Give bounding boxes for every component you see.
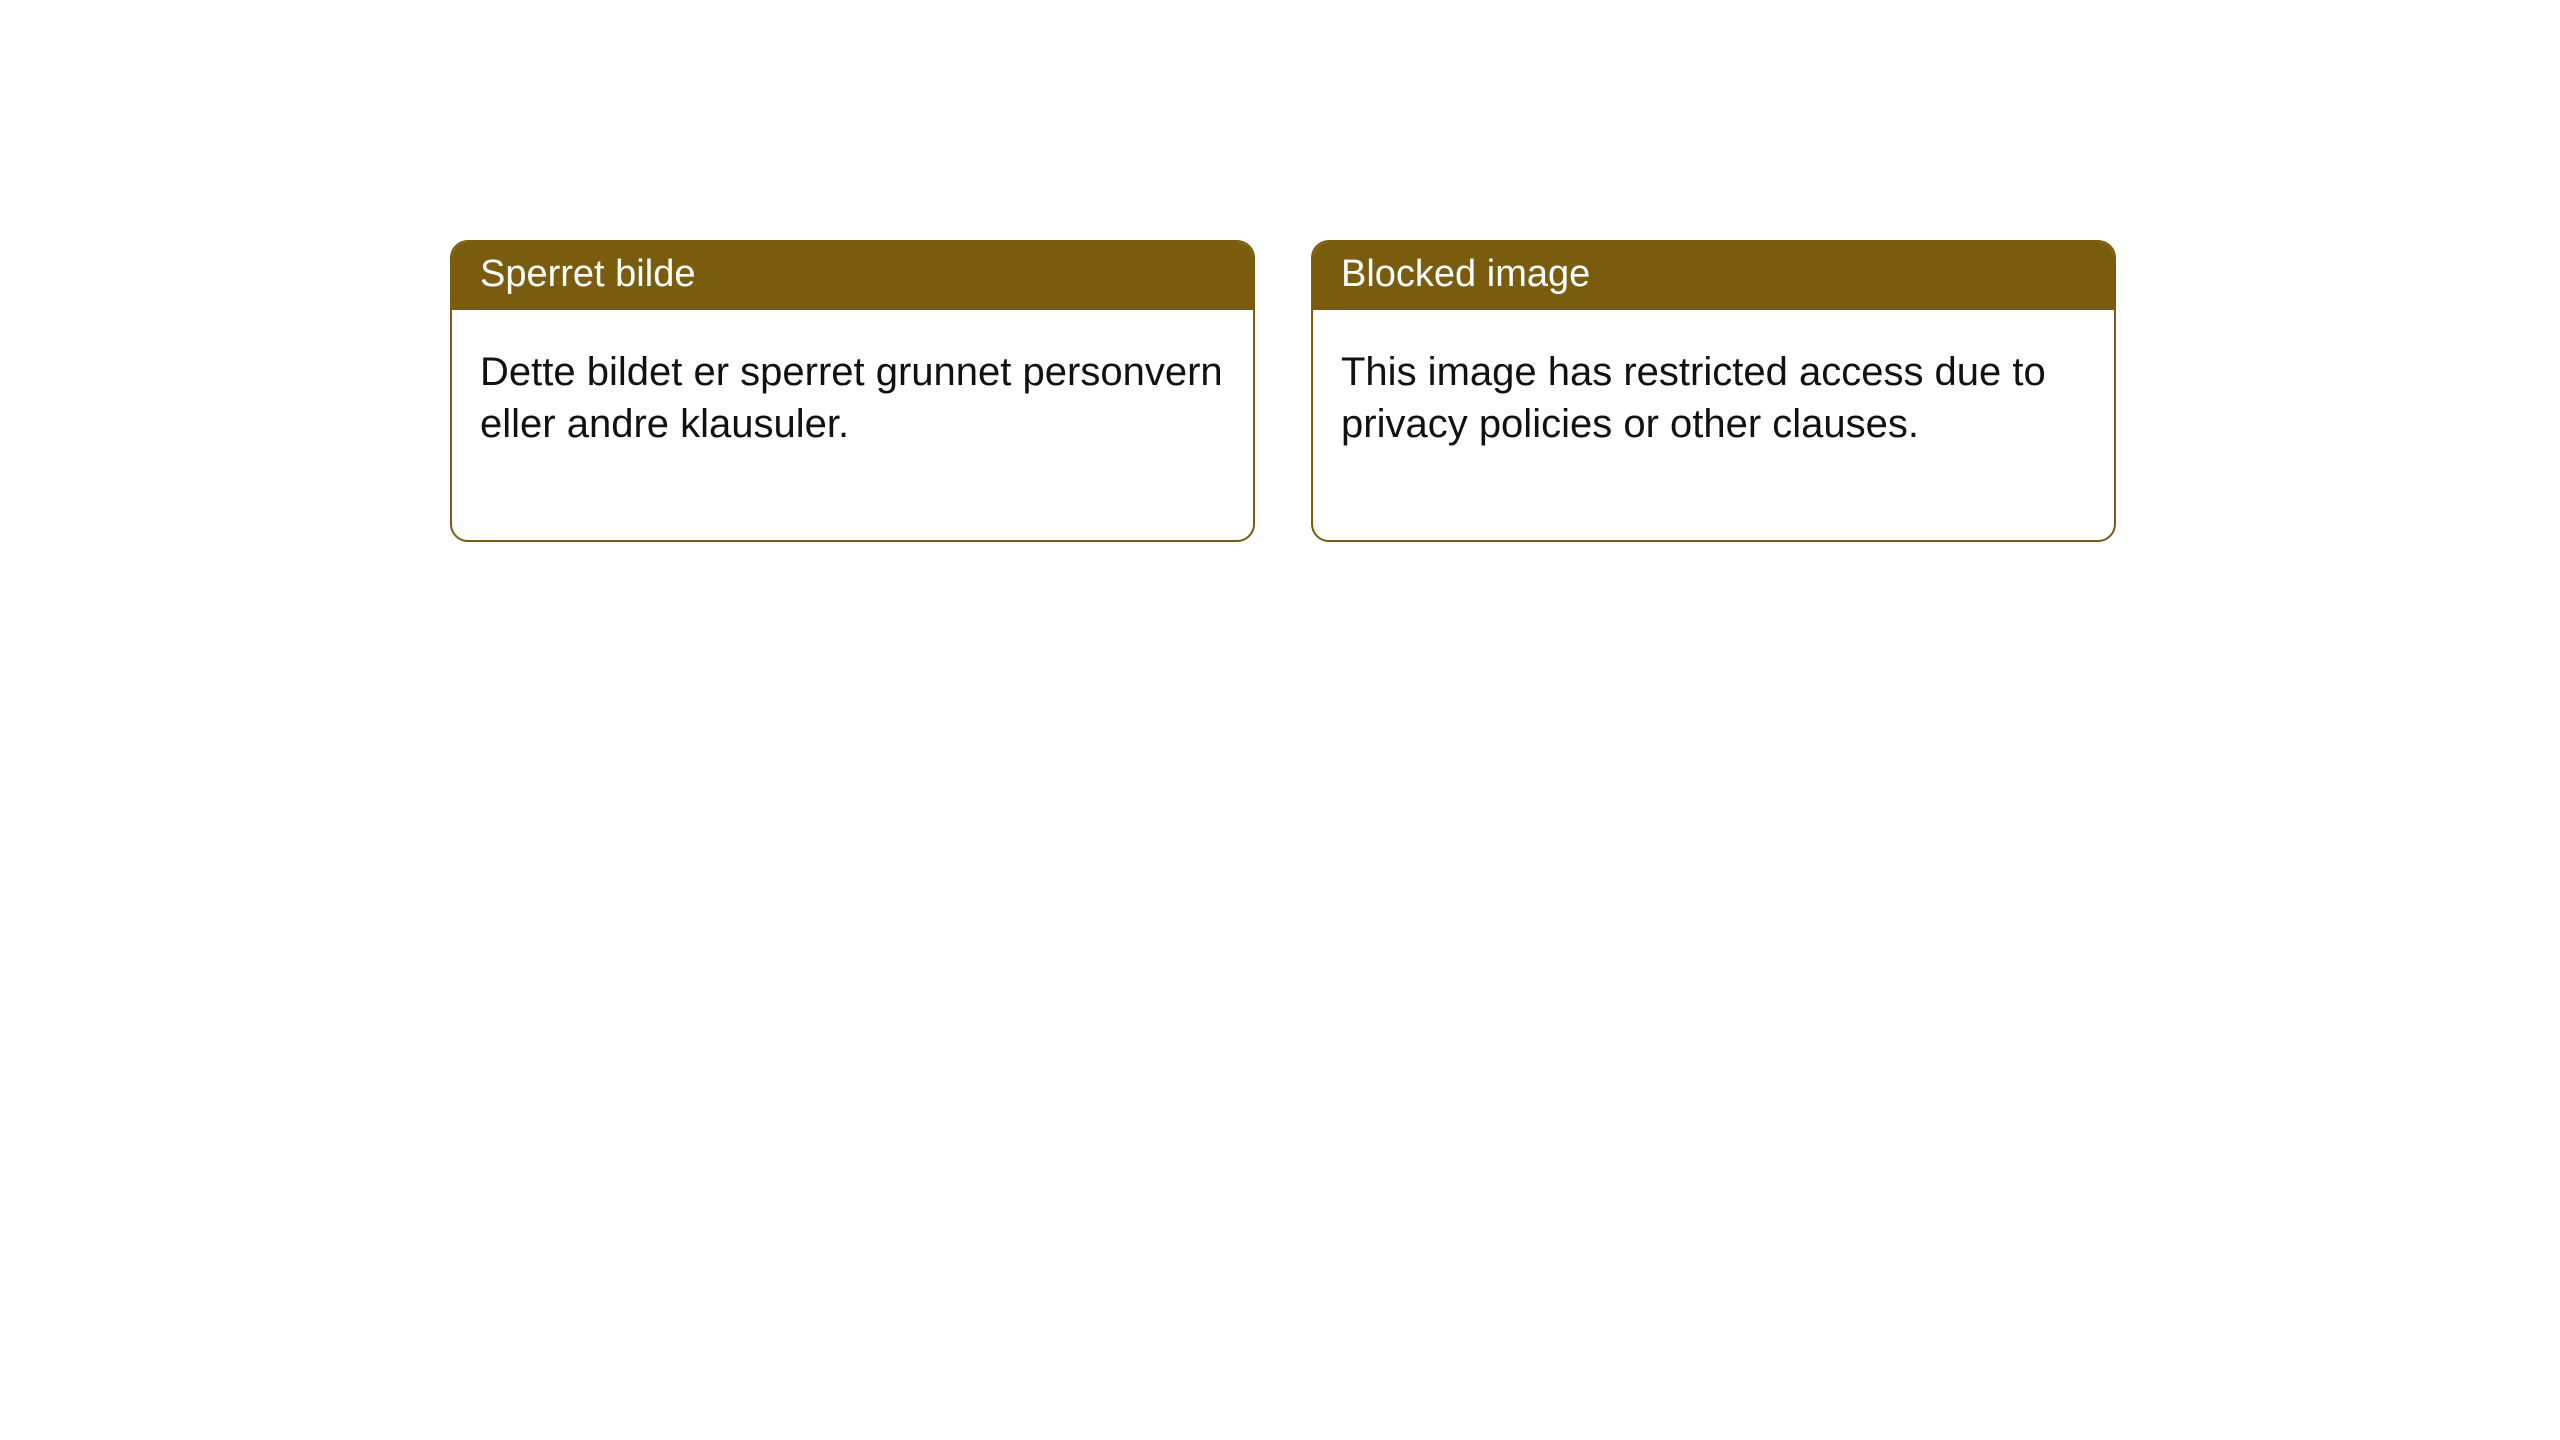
notice-card-norwegian: Sperret bilde Dette bildet er sperret gr… bbox=[450, 240, 1255, 542]
notice-header: Sperret bilde bbox=[452, 242, 1253, 310]
notice-container: Sperret bilde Dette bildet er sperret gr… bbox=[450, 240, 2116, 542]
notice-body: Dette bildet er sperret grunnet personve… bbox=[452, 310, 1253, 540]
notice-card-english: Blocked image This image has restricted … bbox=[1311, 240, 2116, 542]
notice-header: Blocked image bbox=[1313, 242, 2114, 310]
notice-body: This image has restricted access due to … bbox=[1313, 310, 2114, 540]
